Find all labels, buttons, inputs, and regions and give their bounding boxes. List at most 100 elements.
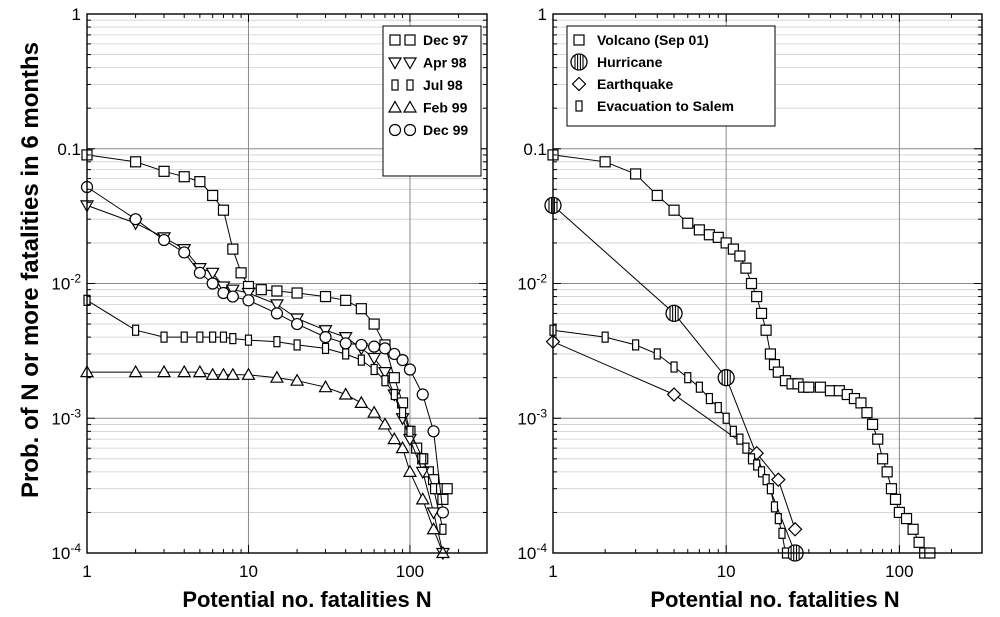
data-point [740, 262, 752, 274]
data-point [766, 483, 774, 495]
x-tick-label: 1 [82, 562, 91, 581]
data-point [128, 364, 143, 378]
legend: Dec 97 Apr 98 Jul 98 Feb 99 Dec 99 [382, 25, 482, 177]
data-point [787, 521, 803, 537]
data-point [416, 388, 429, 401]
legend-label: Hurricane [597, 54, 663, 70]
data-point [269, 370, 284, 383]
legend-marker [570, 53, 588, 71]
data-point [192, 364, 207, 378]
data-point [132, 324, 140, 336]
data-point [273, 336, 281, 348]
legend-item-volcano-sep-01: Volcano (Sep 01) [573, 32, 709, 48]
data-point [290, 373, 305, 386]
chart-panel-right: 1 10 100 10-4 10-3 10-2 0.1 1 Volcano (Sep 01) Hu… [517, 5, 983, 581]
data-point [387, 431, 402, 445]
data-point [632, 339, 640, 351]
legend-label: Jul 98 [423, 77, 463, 93]
data-point [774, 513, 782, 525]
data-point [876, 453, 889, 465]
chart-panel-left: 1 10 100 10-4 10-3 10-2 0.1 1 Dec 97 Apr 98 Jul 98… [51, 5, 488, 581]
legend-marker [575, 100, 583, 112]
data-point [403, 363, 417, 376]
data-point [411, 442, 423, 454]
data-point [378, 342, 392, 355]
legend-item-jul-98: Jul 98 [391, 77, 463, 93]
legend-label: Feb 99 [423, 100, 468, 116]
legend-label: Dec 99 [423, 122, 468, 138]
data-point [720, 237, 732, 249]
data-point [913, 536, 925, 548]
legend-item-feb-99: Feb 99 [387, 100, 468, 116]
y-tick-label: 1 [72, 5, 81, 24]
y-tick-label: 10-3 [51, 406, 81, 428]
data-point [216, 367, 231, 380]
x-tick-label: 10 [239, 562, 258, 581]
series-evacuation-to-salem [549, 324, 790, 559]
data-point [760, 324, 772, 336]
data-point [193, 266, 206, 279]
legend-marker [402, 100, 418, 113]
series-feb-99 [79, 364, 450, 559]
data-point [415, 492, 430, 505]
data-point [319, 331, 332, 344]
data-point [225, 367, 240, 380]
legend-box [382, 25, 482, 177]
data-point [370, 363, 378, 376]
series-line [552, 205, 796, 554]
data-point [747, 453, 756, 465]
data-point [764, 348, 776, 360]
legend-item-dec-97: Dec 97 [389, 32, 468, 48]
data-point [293, 339, 301, 351]
data-point [178, 171, 190, 183]
data-point [219, 331, 228, 343]
data-point [426, 522, 441, 535]
data-point [435, 545, 450, 559]
series-line [86, 299, 444, 530]
data-point [207, 189, 219, 202]
data-point [599, 156, 611, 168]
data-point [734, 250, 746, 262]
data-point [398, 407, 407, 419]
y-tick-label: 10-2 [51, 272, 81, 294]
data-point [900, 513, 913, 525]
data-point [426, 507, 441, 520]
legend-label: Apr 98 [423, 55, 467, 71]
data-point [178, 246, 191, 259]
y-tick-label: 10-3 [517, 406, 547, 428]
data-point [381, 375, 389, 387]
legend-item-dec-99: Dec 99 [388, 122, 468, 138]
legend-marker [388, 123, 402, 137]
legend-label: Evacuation to Salem [597, 98, 734, 114]
data-point [355, 303, 367, 315]
data-point [727, 243, 739, 255]
data-point [291, 287, 303, 299]
series-dec-99 [80, 180, 450, 519]
data-point [729, 425, 737, 437]
data-point [242, 294, 255, 307]
data-point [778, 527, 786, 539]
data-point [770, 472, 786, 488]
series-earthquake [545, 334, 803, 537]
data-point [872, 433, 884, 445]
legend-marker [406, 79, 414, 91]
data-point [437, 493, 449, 505]
data-point [415, 466, 430, 480]
legend-label: Volcano (Sep 01) [597, 32, 709, 48]
data-point [180, 331, 188, 343]
data-point [377, 367, 392, 380]
data-point [396, 397, 409, 409]
data-point [427, 425, 440, 438]
legend-item-apr-98: Apr 98 [387, 55, 467, 71]
data-point [722, 412, 730, 424]
data-point [319, 290, 332, 303]
data-point [885, 483, 898, 495]
x-tick-label: 100 [396, 562, 424, 581]
data-point [368, 340, 381, 353]
data-point [668, 204, 680, 216]
data-point [770, 501, 779, 513]
data-point [717, 369, 735, 387]
data-point [429, 483, 438, 495]
data-point [241, 367, 256, 380]
